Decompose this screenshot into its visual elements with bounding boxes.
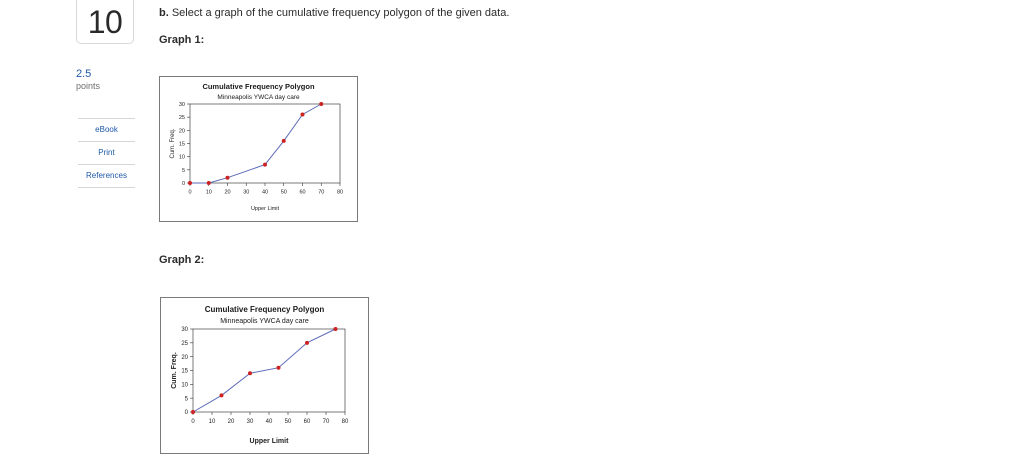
print-link[interactable]: Print — [78, 141, 135, 164]
x-tick-label: 80 — [342, 419, 349, 425]
y-tick-label: 20 — [181, 355, 188, 361]
x-tick-label: 50 — [281, 190, 287, 196]
y-tick-label: 30 — [179, 102, 185, 108]
y-tick-label: 10 — [179, 155, 185, 161]
data-point — [225, 175, 230, 180]
graph-1-chart[interactable]: Cumulative Frequency Polygon Minneapolis … — [159, 76, 358, 222]
x-tick-label: 30 — [243, 190, 249, 196]
graph-2-chart[interactable]: Cumulative Frequency Polygon Minneapolis … — [160, 297, 369, 454]
y-tick-label: 5 — [185, 396, 189, 402]
x-tick-label: 60 — [299, 190, 305, 196]
x-tick-label: 20 — [224, 190, 230, 196]
series-line — [192, 328, 336, 413]
x-tick-label: 30 — [247, 419, 254, 425]
prompt-text: Select a graph of the cumulative frequen… — [168, 7, 510, 19]
data-point — [248, 371, 252, 376]
y-tick-label: 25 — [179, 115, 185, 121]
data-point — [305, 340, 309, 345]
y-tick-label: 30 — [181, 327, 188, 333]
data-point — [188, 181, 192, 185]
chart-subtitle: Minneapolis YWCA day care — [220, 318, 309, 325]
question-number-box: 10 — [76, 0, 134, 44]
prompt-part-label: b. — [159, 7, 169, 19]
y-axis-label: Cum. Freq. — [170, 128, 176, 158]
points-label: points — [76, 80, 101, 91]
y-tick-label: 15 — [181, 369, 188, 375]
x-tick-label: 40 — [266, 419, 273, 425]
x-tick-label: 0 — [191, 419, 195, 425]
graph-1-svg: Cumulative Frequency Polygon Minneapolis … — [170, 82, 343, 212]
plot-area — [192, 328, 346, 413]
graph-2-label: Graph 2: — [159, 254, 205, 266]
data-point — [206, 181, 211, 185]
x-tick-label: 60 — [304, 419, 311, 425]
x-tick-label: 70 — [323, 419, 330, 425]
plot-area — [189, 103, 341, 184]
data-point — [219, 393, 224, 398]
y-tick-label: 0 — [182, 181, 185, 187]
y-tick-label: 0 — [185, 410, 189, 416]
data-point — [276, 365, 281, 370]
x-tick-label: 10 — [206, 190, 212, 196]
y-tick-label: 20 — [179, 128, 185, 134]
chart-title: Cumulative Frequency Polygon — [205, 305, 325, 314]
data-point — [333, 327, 338, 331]
data-point — [263, 162, 267, 167]
graph-2-svg: Cumulative Frequency Polygon Minneapolis … — [171, 305, 349, 445]
chart-subtitle: Minneapolis YWCA day care — [217, 94, 300, 101]
references-link[interactable]: References — [78, 164, 135, 188]
points-block: 2.5 points — [76, 68, 100, 91]
x-tick-label: 0 — [188, 190, 191, 196]
data-point — [319, 102, 324, 106]
x-tick-label: 50 — [285, 419, 292, 425]
points-value: 2.5 — [76, 68, 92, 80]
graph-1-label: Graph 1: — [159, 34, 205, 46]
x-axis-label: Upper Limit — [250, 438, 290, 445]
y-tick-label: 5 — [182, 168, 185, 174]
question-prompt: b. Select a graph of the cumulative freq… — [159, 7, 509, 19]
y-tick-label: 10 — [181, 382, 188, 388]
x-tick-label: 40 — [262, 190, 268, 196]
x-axis-label: Upper Limit — [251, 206, 280, 212]
data-point — [191, 410, 195, 414]
y-axis-label: Cum. Freq. — [171, 352, 178, 389]
y-tick-label: 15 — [179, 141, 185, 147]
x-tick-label: 80 — [337, 190, 343, 196]
question-side-links: eBook Print References — [78, 118, 135, 188]
chart-title: Cumulative Frequency Polygon — [202, 82, 315, 91]
ebook-link[interactable]: eBook — [78, 118, 135, 141]
x-tick-label: 20 — [228, 419, 235, 425]
x-tick-label: 10 — [209, 419, 216, 425]
data-point — [281, 138, 286, 143]
x-tick-label: 70 — [318, 190, 324, 196]
y-tick-label: 25 — [181, 341, 188, 347]
question-number: 10 — [87, 3, 123, 40]
data-point — [300, 112, 305, 117]
